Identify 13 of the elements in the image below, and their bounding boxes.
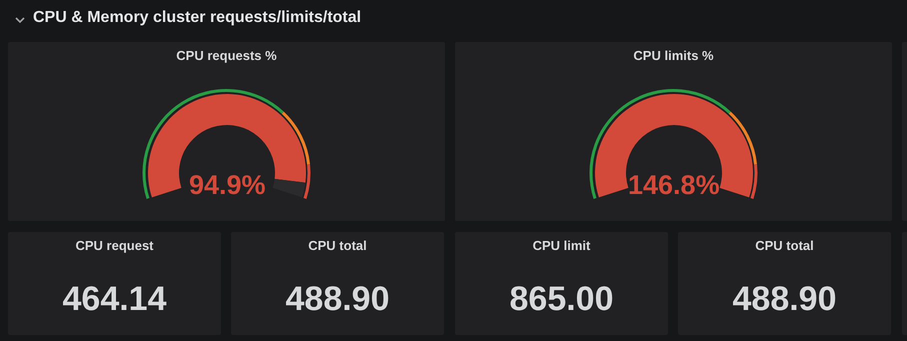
text: CPU total (754, 238, 815, 253)
text: 146.8% (628, 170, 720, 200)
text: CPU & Memory cluster requests/limits/total (33, 9, 362, 27)
chart-title: CPU requests % (175, 48, 278, 63)
text: 488.90 (732, 280, 838, 319)
text: 488.90 (284, 280, 390, 319)
text: CPU request (74, 238, 155, 253)
text: CPU total (307, 238, 368, 253)
text: 865.00 (508, 280, 614, 319)
text: CPU limit (532, 238, 592, 253)
text: 94.9% (188, 170, 266, 200)
text: 464.14 (62, 280, 168, 319)
chart-title: CPU limits % (632, 48, 715, 63)
